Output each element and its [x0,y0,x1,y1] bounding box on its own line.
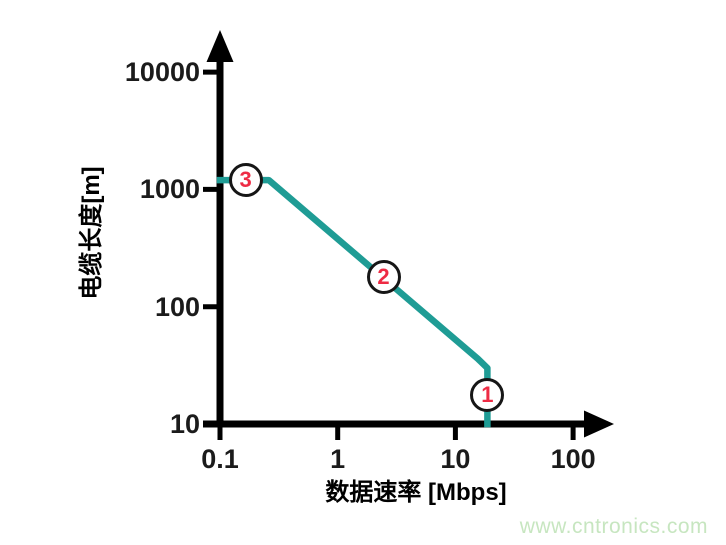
watermark: www.cntronics.com [519,515,708,538]
y-tick-label: 1000 [139,174,200,205]
data-curve [216,176,491,428]
curve-marker-2: 2 [366,260,401,295]
x-tick-label: 0.1 [201,444,239,474]
y-axis-arrow-icon [206,30,234,62]
curve-marker-3: 3 [228,163,263,198]
y-tick-label: 100 [154,291,200,322]
y-tick-label: 10 [169,409,200,439]
x-tick-label: 10 [440,444,471,474]
curve-marker-1: 1 [470,378,505,413]
y-axis-title: 电缆长度[m] [78,166,105,300]
y-tick-label: 10000 [124,57,200,88]
x-axis-title: 数据速率 [Mbps] [325,479,507,506]
x-tick-label: 1 [330,444,346,474]
x-axis-arrow-icon [584,410,614,438]
x-tick-label: 100 [550,444,596,474]
